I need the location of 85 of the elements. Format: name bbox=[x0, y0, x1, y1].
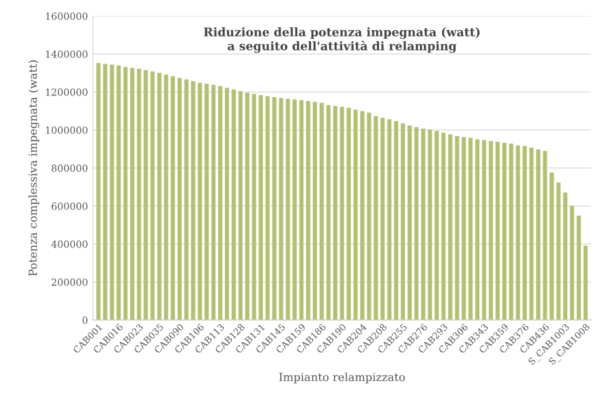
bar bbox=[312, 102, 318, 320]
bar bbox=[198, 82, 202, 320]
y-tick-label: 600000 bbox=[52, 202, 88, 210]
bar bbox=[252, 94, 256, 320]
bar bbox=[454, 136, 460, 320]
bar bbox=[103, 64, 108, 320]
y-tick-label: 200000 bbox=[52, 278, 88, 286]
bar bbox=[522, 146, 527, 320]
bar bbox=[366, 112, 372, 320]
bar bbox=[502, 142, 506, 320]
bar bbox=[360, 111, 364, 320]
bar bbox=[408, 125, 412, 320]
bar bbox=[441, 132, 446, 320]
bar bbox=[116, 66, 121, 320]
bar bbox=[346, 108, 351, 320]
bar bbox=[292, 99, 297, 320]
bar bbox=[123, 66, 128, 320]
bar bbox=[130, 68, 134, 320]
bar bbox=[299, 100, 304, 320]
y-tick-label: 1000000 bbox=[46, 126, 88, 134]
bar bbox=[266, 96, 270, 320]
bar bbox=[150, 71, 155, 320]
bar bbox=[245, 92, 250, 320]
bar bbox=[488, 141, 493, 320]
bar bbox=[421, 128, 426, 320]
bar bbox=[556, 182, 561, 320]
bar bbox=[400, 123, 405, 320]
x-axis-title: Impianto relampizzato bbox=[279, 372, 405, 384]
bar bbox=[380, 118, 385, 320]
bar bbox=[516, 145, 520, 320]
bar bbox=[164, 74, 168, 320]
bar bbox=[286, 98, 290, 320]
bar bbox=[496, 142, 500, 320]
bar bbox=[157, 72, 162, 320]
bar bbox=[191, 81, 196, 320]
bar bbox=[394, 121, 398, 320]
text: Riduzione della potenza impegnata (watt) a seguito dell'attività di relamping bbox=[204, 27, 480, 53]
bar bbox=[258, 95, 263, 320]
bar bbox=[414, 127, 418, 320]
bar bbox=[387, 119, 392, 320]
bar bbox=[475, 139, 480, 320]
bar bbox=[509, 144, 514, 320]
bar bbox=[550, 172, 554, 320]
bar bbox=[563, 192, 568, 320]
bar bbox=[232, 90, 236, 320]
bar bbox=[584, 246, 588, 320]
bar bbox=[144, 70, 148, 320]
bar bbox=[536, 149, 540, 320]
bar bbox=[96, 62, 100, 320]
bar bbox=[353, 109, 358, 320]
y-tick-label: 400000 bbox=[51, 240, 88, 248]
bar bbox=[462, 137, 466, 320]
y-tick-label: 1400000 bbox=[46, 50, 88, 58]
bar bbox=[238, 91, 243, 320]
bar bbox=[184, 79, 188, 320]
bar bbox=[204, 84, 209, 320]
bar bbox=[320, 102, 324, 320]
bar bbox=[374, 116, 378, 320]
bar bbox=[428, 129, 432, 320]
y-tick-label: 0 bbox=[82, 316, 88, 324]
bar bbox=[306, 101, 310, 320]
bar bbox=[448, 134, 452, 320]
bar bbox=[468, 138, 473, 320]
bar bbox=[178, 78, 182, 320]
bar bbox=[434, 130, 439, 320]
bar bbox=[482, 140, 486, 320]
bar bbox=[570, 206, 574, 320]
y-axis-title: Potenza complessiva impegnata (watt) bbox=[28, 60, 40, 276]
y-tick-label: 800000 bbox=[52, 164, 88, 172]
bar bbox=[218, 86, 222, 320]
bar bbox=[211, 84, 216, 320]
bar bbox=[333, 106, 338, 320]
bar bbox=[279, 98, 284, 320]
bar bbox=[272, 97, 276, 320]
bar bbox=[529, 148, 534, 320]
bar bbox=[542, 150, 548, 320]
bar bbox=[136, 68, 142, 320]
bar bbox=[340, 106, 344, 320]
y-tick-label: 1600000 bbox=[46, 12, 88, 20]
bar bbox=[326, 105, 331, 320]
bar bbox=[576, 216, 581, 320]
y-tick-label: 1200000 bbox=[46, 88, 88, 96]
bar bbox=[224, 88, 230, 320]
bar bbox=[110, 64, 114, 320]
bar bbox=[170, 76, 175, 320]
